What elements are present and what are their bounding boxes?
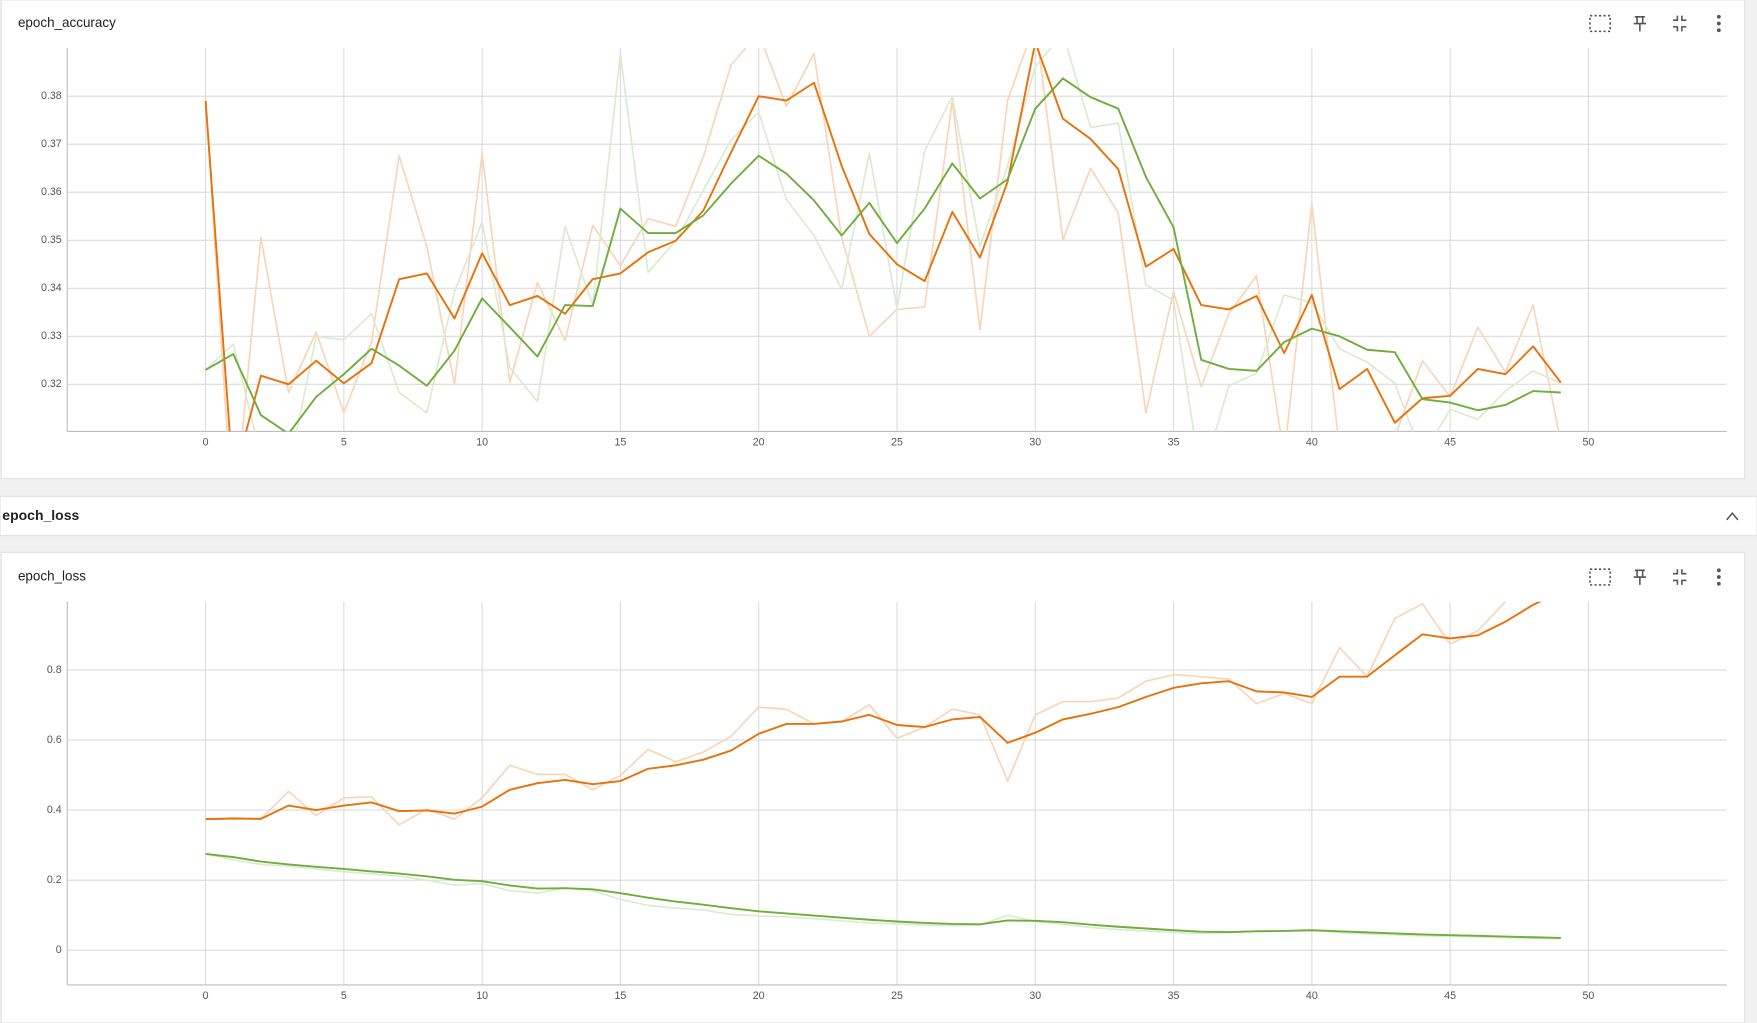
y-tick-label: 0.4 — [47, 804, 62, 816]
menu-dot[interactable] — [1716, 28, 1721, 33]
x-tick-label: 40 — [1306, 436, 1318, 448]
pin-button[interactable] — [1633, 569, 1647, 585]
x-tick-label: 10 — [476, 990, 488, 1002]
x-tick-label: 30 — [1029, 436, 1041, 448]
y-tick-label: 0.32 — [41, 378, 62, 390]
section-title: epoch_loss — [2, 507, 79, 523]
x-tick-label: 35 — [1168, 990, 1180, 1002]
y-tick-label: 0.2 — [47, 874, 62, 886]
x-tick-label: 40 — [1306, 990, 1318, 1002]
menu-dot[interactable] — [1716, 575, 1721, 579]
plot-area — [204, 48, 1562, 432]
y-tick-label: 0.34 — [41, 282, 62, 294]
y-tick-label: 0.6 — [47, 734, 62, 746]
x-tick-label: 0 — [203, 990, 209, 1002]
x-tick-label: 20 — [753, 990, 765, 1002]
collapse-button[interactable] — [1672, 15, 1687, 32]
series-line — [204, 48, 1562, 432]
x-tick-label: 30 — [1029, 990, 1041, 1002]
x-tick-label: 45 — [1444, 990, 1456, 1002]
x-tick-label: 5 — [341, 990, 347, 1002]
pin-button[interactable] — [1633, 16, 1647, 32]
collapse-icon[interactable] — [1726, 511, 1739, 521]
x-tick-label: 45 — [1444, 436, 1456, 448]
card — [0, 551, 1746, 1023]
menu-dot[interactable] — [1716, 14, 1721, 19]
menu-dot[interactable] — [1716, 21, 1721, 26]
x-tick-label: 20 — [753, 436, 765, 448]
x-tick-label: 0 — [203, 436, 209, 448]
y-tick-label: 0.37 — [41, 138, 62, 150]
x-tick-label: 5 — [341, 436, 347, 448]
x-tick-label: 15 — [615, 990, 627, 1002]
x-tick-label: 15 — [615, 436, 627, 448]
menu-dot[interactable] — [1716, 568, 1721, 573]
collapse-button[interactable] — [1672, 569, 1687, 585]
series-line — [205, 601, 1542, 821]
menu-dot[interactable] — [1716, 581, 1721, 586]
x-tick-label: 10 — [476, 436, 488, 448]
series-line — [204, 48, 1562, 432]
x-tick-label: 25 — [891, 436, 903, 448]
fit-domain-button[interactable] — [1589, 14, 1611, 33]
chart-title: epoch_accuracy — [18, 15, 116, 30]
toolbar — [1589, 568, 1721, 586]
chart-title: epoch_loss — [18, 569, 86, 584]
y-tick-label: 0.36 — [41, 186, 62, 198]
toolbar — [1589, 14, 1721, 33]
series-line — [205, 852, 1561, 939]
y-tick-label: 0.38 — [41, 90, 62, 102]
y-tick-label: 0 — [56, 944, 62, 956]
series-line — [204, 48, 1560, 432]
x-tick-label: 50 — [1583, 990, 1595, 1002]
x-tick-label: 25 — [891, 990, 903, 1002]
y-tick-label: 0.35 — [41, 234, 62, 246]
series-line — [205, 77, 1561, 432]
y-tick-label: 0.8 — [47, 664, 62, 676]
x-tick-label: 50 — [1583, 436, 1595, 448]
fit-domain-button[interactable] — [1589, 568, 1611, 586]
x-tick-label: 35 — [1168, 436, 1180, 448]
series-line — [205, 853, 1561, 940]
plot-area — [205, 601, 1561, 940]
section-header[interactable] — [0, 495, 1757, 537]
y-tick-label: 0.33 — [41, 330, 62, 342]
